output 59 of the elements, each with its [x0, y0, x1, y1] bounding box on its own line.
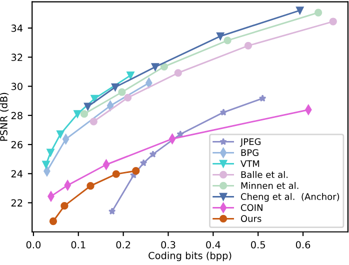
legend-label: JPEG: [240, 138, 261, 147]
legend-label: BPG: [241, 149, 258, 156]
point: [112, 170, 120, 178]
x-tick-label: 0.6: [296, 241, 310, 248]
x-tick-label: 0.5: [251, 241, 265, 248]
y-tick-label: 30: [11, 82, 22, 90]
y-axis-title: PSNR (dB): [0, 92, 9, 141]
point: [106, 100, 114, 111]
legend-label: Cheng et al. (Anchor): [240, 193, 340, 202]
point: [74, 110, 82, 118]
y-tick-label: 34: [11, 24, 23, 32]
point: [224, 36, 232, 44]
point: [126, 72, 134, 80]
point: [140, 159, 148, 166]
point: [90, 94, 98, 102]
x-tick-label: 0.3: [161, 241, 176, 248]
point: [84, 102, 92, 110]
x-tick-label: 0.0: [26, 241, 41, 248]
point: [46, 148, 54, 156]
x-tick-label: 0.2: [116, 241, 130, 248]
point: [329, 18, 337, 26]
point: [220, 108, 228, 116]
y-tick-label: 28: [11, 112, 22, 120]
y-tick-label: 32: [11, 54, 22, 62]
point: [111, 83, 120, 91]
point: [160, 62, 168, 70]
point: [86, 182, 94, 190]
legend-label: Ours: [240, 215, 262, 222]
y-tick-label: 22: [11, 199, 22, 206]
legend-label: Balle et al.: [241, 171, 288, 178]
y-tick-label: 26: [11, 141, 22, 148]
point: [62, 134, 70, 144]
point: [124, 94, 132, 102]
point: [296, 6, 304, 14]
point: [42, 160, 50, 168]
point: [168, 134, 176, 144]
legend-label: COIN: [240, 204, 262, 212]
point: [118, 88, 126, 96]
x-tick-label: 0.4: [206, 241, 220, 248]
point: [90, 118, 98, 126]
y-tick-label: 24: [11, 170, 23, 178]
point: [174, 69, 182, 77]
point: [60, 202, 68, 210]
x-axis-title: Coding bits (bpp): [148, 252, 232, 262]
legend-label: VTM: [240, 160, 260, 167]
point: [102, 160, 110, 170]
point: [132, 167, 140, 175]
point: [80, 110, 88, 118]
point: [244, 42, 252, 50]
x-tick-label: 0.1: [71, 241, 86, 248]
point: [314, 8, 322, 16]
point: [108, 208, 116, 215]
point: [216, 32, 224, 40]
legend-label: Minnen et al.: [241, 182, 298, 190]
point: [56, 130, 64, 138]
point: [151, 63, 160, 71]
point: [258, 94, 266, 102]
point: [149, 150, 157, 158]
point: [49, 217, 58, 226]
